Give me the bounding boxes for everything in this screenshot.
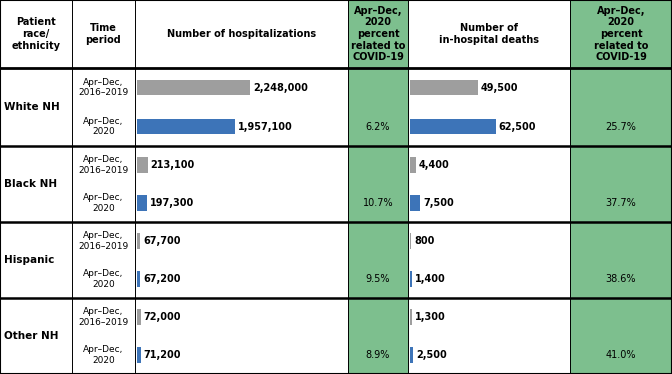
Text: 10.7%: 10.7% xyxy=(363,198,393,208)
Text: Patient
race/
ethnicity: Patient race/ ethnicity xyxy=(11,18,60,50)
Text: 38.6%: 38.6% xyxy=(605,274,636,284)
Text: 2,248,000: 2,248,000 xyxy=(253,83,308,92)
Text: 1,957,100: 1,957,100 xyxy=(239,122,293,132)
Text: Apr–Dec,
2016–2019: Apr–Dec, 2016–2019 xyxy=(79,307,128,327)
Bar xyxy=(410,119,496,134)
Text: 62,500: 62,500 xyxy=(499,122,536,132)
Text: Apr–Dec,
2020: Apr–Dec, 2020 xyxy=(83,345,124,365)
Bar xyxy=(348,0,408,68)
Bar xyxy=(348,298,408,374)
Text: 71,200: 71,200 xyxy=(144,350,181,360)
Bar xyxy=(570,0,672,68)
Bar xyxy=(348,222,408,298)
Text: Apr–Dec,
2016–2019: Apr–Dec, 2016–2019 xyxy=(79,231,128,251)
Text: White NH: White NH xyxy=(4,102,60,112)
Bar xyxy=(137,309,140,325)
Text: 1,400: 1,400 xyxy=(415,274,446,284)
Bar xyxy=(410,309,412,325)
Text: Black NH: Black NH xyxy=(4,179,57,189)
Text: 37.7%: 37.7% xyxy=(605,198,636,208)
Text: Apr–Dec,
2020: Apr–Dec, 2020 xyxy=(83,117,124,136)
Bar xyxy=(137,195,147,211)
Text: 7,500: 7,500 xyxy=(423,198,454,208)
Text: 213,100: 213,100 xyxy=(151,160,195,170)
Text: Number of hospitalizations: Number of hospitalizations xyxy=(167,29,316,39)
Bar xyxy=(348,68,408,146)
Bar xyxy=(570,146,672,222)
Text: 41.0%: 41.0% xyxy=(605,350,636,360)
Text: Other NH: Other NH xyxy=(4,331,58,341)
Bar xyxy=(410,272,412,286)
Text: 800: 800 xyxy=(414,236,435,246)
Text: 4,400: 4,400 xyxy=(419,160,450,170)
Text: Hispanic: Hispanic xyxy=(4,255,54,265)
Text: 67,700: 67,700 xyxy=(143,236,181,246)
Bar xyxy=(410,233,411,249)
Bar xyxy=(348,146,408,222)
Text: 8.9%: 8.9% xyxy=(366,350,390,360)
Bar xyxy=(410,347,413,363)
Text: Time
period: Time period xyxy=(85,23,122,45)
Text: Apr–Dec,
2016–2019: Apr–Dec, 2016–2019 xyxy=(79,155,128,175)
Text: Apr–Dec,
2020: Apr–Dec, 2020 xyxy=(83,193,124,213)
Text: Apr–Dec,
2020
percent
related to
COVID-19: Apr–Dec, 2020 percent related to COVID-1… xyxy=(594,6,648,62)
Text: 6.2%: 6.2% xyxy=(366,122,390,132)
Bar xyxy=(570,298,672,374)
Text: Apr–Dec,
2020: Apr–Dec, 2020 xyxy=(83,269,124,289)
Bar xyxy=(137,347,140,363)
Bar xyxy=(137,157,148,172)
Bar xyxy=(410,195,420,211)
Text: 49,500: 49,500 xyxy=(481,83,519,92)
Text: 9.5%: 9.5% xyxy=(366,274,390,284)
Text: 2,500: 2,500 xyxy=(417,350,447,360)
Bar xyxy=(410,80,478,95)
Bar xyxy=(410,157,416,172)
Bar xyxy=(570,68,672,146)
Text: 67,200: 67,200 xyxy=(143,274,181,284)
Text: Number of
in-hospital deaths: Number of in-hospital deaths xyxy=(439,23,539,45)
Text: 1,300: 1,300 xyxy=(415,312,446,322)
Bar xyxy=(137,119,235,134)
Bar xyxy=(570,222,672,298)
Text: 25.7%: 25.7% xyxy=(605,122,636,132)
Bar xyxy=(137,233,140,249)
Bar xyxy=(137,272,140,286)
Bar xyxy=(137,80,250,95)
Text: 197,300: 197,300 xyxy=(150,198,194,208)
Text: Apr–Dec,
2016–2019: Apr–Dec, 2016–2019 xyxy=(79,78,128,97)
Text: 72,000: 72,000 xyxy=(144,312,181,322)
Text: Apr–Dec,
2020
percent
related to
COVID-19: Apr–Dec, 2020 percent related to COVID-1… xyxy=(351,6,405,62)
